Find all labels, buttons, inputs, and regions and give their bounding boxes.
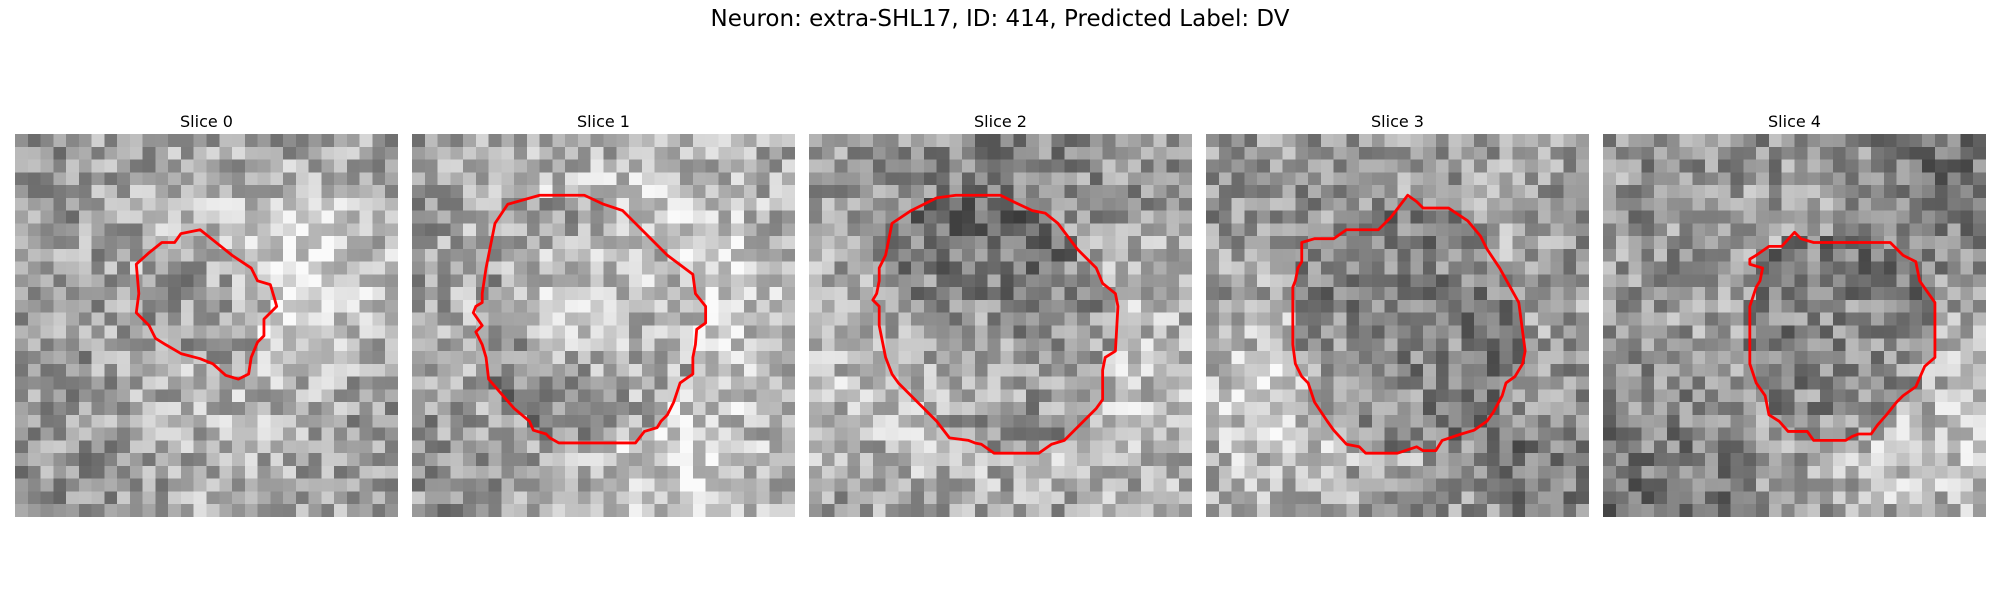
slice-0-pixels (15, 134, 398, 517)
slice-panel-4: Slice 4 (1603, 112, 1986, 518)
slice-title-4: Slice 4 (1768, 112, 1821, 131)
slice-4-svg (1603, 134, 1986, 517)
slice-image-2 (809, 134, 1192, 517)
slice-title-1: Slice 1 (577, 112, 630, 131)
figure-title: Neuron: extra-SHL17, ID: 414, Predicted … (710, 6, 1290, 32)
slice-image-1 (412, 134, 795, 517)
slice-3-outline (1291, 193, 1527, 455)
slice-1-outline (471, 193, 708, 445)
slice-2-svg (809, 134, 1192, 517)
slice-1-svg (412, 134, 795, 517)
slice-4-pixels (1603, 134, 1986, 517)
slice-4-outline (1748, 230, 1937, 442)
slice-1-pixels (412, 134, 795, 517)
slice-panel-0: Slice 0 (15, 112, 398, 518)
slice-2-pixels (809, 134, 1192, 517)
slice-3-pixels (1206, 134, 1589, 517)
slice-image-0 (15, 134, 398, 517)
slice-0-outline (134, 228, 279, 381)
slice-3-svg (1206, 134, 1589, 517)
slice-title-3: Slice 3 (1371, 112, 1424, 131)
slice-image-3 (1206, 134, 1589, 517)
slice-panel-2: Slice 2 (809, 112, 1192, 518)
slice-2-outline (871, 193, 1120, 455)
slice-title-2: Slice 2 (974, 112, 1027, 131)
slice-panel-3: Slice 3 (1206, 112, 1589, 518)
slice-image-4 (1603, 134, 1986, 517)
slice-panel-1: Slice 1 (412, 112, 795, 518)
slice-title-0: Slice 0 (180, 112, 233, 131)
slice-0-svg (15, 134, 398, 517)
